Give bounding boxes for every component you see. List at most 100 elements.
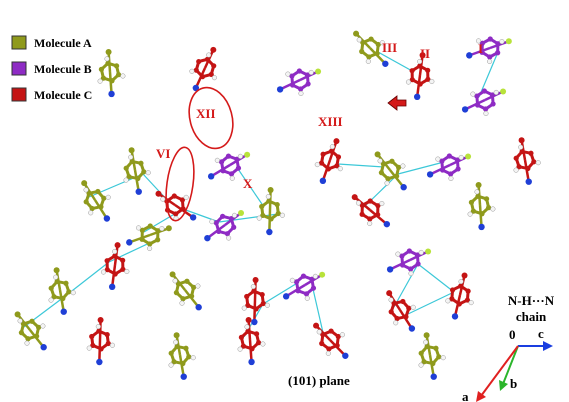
atom xyxy=(208,71,214,78)
hydrogen-atom xyxy=(448,175,454,182)
atom xyxy=(406,305,412,311)
hydrogen-atom xyxy=(474,189,480,195)
atom xyxy=(448,171,454,177)
atom xyxy=(235,165,242,171)
atom xyxy=(253,306,259,312)
hydrogen-atom xyxy=(264,302,270,308)
substituent-atom xyxy=(419,52,426,59)
hydrogen-atom xyxy=(365,58,371,64)
atom xyxy=(328,148,335,154)
hydrogen-atom xyxy=(445,298,451,304)
atom xyxy=(298,86,304,92)
hydrogen-atom xyxy=(388,297,394,303)
atom xyxy=(211,63,217,69)
atom xyxy=(454,157,461,163)
nitrogen-atom xyxy=(96,358,103,366)
hydrogen-atom xyxy=(135,225,142,231)
atom xyxy=(531,159,537,165)
atom xyxy=(234,156,240,162)
axis-label: c xyxy=(538,326,544,341)
hydrogen-atom xyxy=(237,153,243,159)
hydrogen-atom xyxy=(483,110,489,117)
nitrogen-atom xyxy=(466,52,473,59)
hydrogen-atom xyxy=(112,248,118,255)
atom xyxy=(433,345,439,351)
hydrogen-atom xyxy=(128,154,134,160)
atom xyxy=(174,343,180,350)
hydrogen-atom xyxy=(475,38,482,44)
atom xyxy=(98,204,104,210)
atom xyxy=(289,82,296,88)
hydrogen-atom xyxy=(147,245,153,252)
substituent-atom xyxy=(173,332,180,339)
substituent-atom xyxy=(81,180,88,187)
atom xyxy=(95,188,101,195)
atom xyxy=(180,206,186,212)
atom xyxy=(375,203,381,209)
atom xyxy=(260,212,266,219)
hydrogen-atom xyxy=(86,345,92,351)
substituent-atom xyxy=(475,182,482,189)
atom xyxy=(528,150,534,156)
legend-label: Molecule C xyxy=(34,88,92,102)
hydrogen-atom xyxy=(513,167,519,173)
hydrogen-bond xyxy=(262,281,300,305)
hydrogen-atom xyxy=(179,300,185,306)
atom xyxy=(274,201,280,208)
nitrogen-atom xyxy=(207,173,215,180)
nitrogen-atom xyxy=(276,86,284,93)
atom xyxy=(220,168,226,174)
atom xyxy=(260,300,266,307)
atom xyxy=(446,153,452,159)
hydrogen-atom xyxy=(95,324,101,330)
substituent-atom xyxy=(423,332,430,339)
hydrogen-atom xyxy=(395,251,401,257)
atom xyxy=(359,202,365,208)
substituent-atom xyxy=(351,194,358,201)
atom xyxy=(403,314,409,320)
substituent-atom xyxy=(53,267,60,274)
atom xyxy=(105,340,111,347)
hydrogen-atom xyxy=(226,235,232,241)
atom xyxy=(126,174,132,180)
legend-swatch xyxy=(11,61,27,76)
atom xyxy=(173,290,180,296)
atom xyxy=(66,289,72,295)
hydrogen-atom xyxy=(298,90,304,97)
substituent-atom xyxy=(315,68,322,75)
atom xyxy=(266,198,272,204)
hydrogen-atom xyxy=(260,341,266,347)
atom xyxy=(155,228,161,234)
atom xyxy=(367,198,373,204)
legend-label: Molecule A xyxy=(34,36,92,50)
substituent-atom xyxy=(165,225,172,232)
substituent-atom xyxy=(386,290,393,297)
atom xyxy=(385,176,391,182)
atom xyxy=(25,336,31,342)
hydrogen-atom xyxy=(418,249,424,255)
hydrogen-atom xyxy=(316,329,322,335)
substituent-atom xyxy=(374,151,381,158)
substituent-atom xyxy=(505,38,512,45)
atom xyxy=(318,160,325,166)
atom xyxy=(464,297,471,303)
substituent-atom xyxy=(238,210,245,217)
molecule-layer xyxy=(14,30,541,380)
legend-label: Molecule B xyxy=(34,62,92,76)
hydrogen-atom xyxy=(231,212,238,218)
interaction-label: III xyxy=(382,40,397,55)
hydrogen-atom xyxy=(265,194,271,200)
substituent-atom xyxy=(169,271,176,278)
atom xyxy=(98,346,104,352)
atom xyxy=(388,309,394,315)
hydrogen-atom xyxy=(468,300,474,306)
hydrogen-atom xyxy=(337,166,343,172)
nitrogen-atom xyxy=(383,220,391,228)
atom xyxy=(123,165,129,171)
atom xyxy=(525,165,531,172)
atom xyxy=(360,39,366,46)
hydrogen-bond xyxy=(397,161,445,175)
atom xyxy=(193,67,199,73)
atom xyxy=(513,155,519,161)
hydrogen-atom xyxy=(367,220,373,227)
